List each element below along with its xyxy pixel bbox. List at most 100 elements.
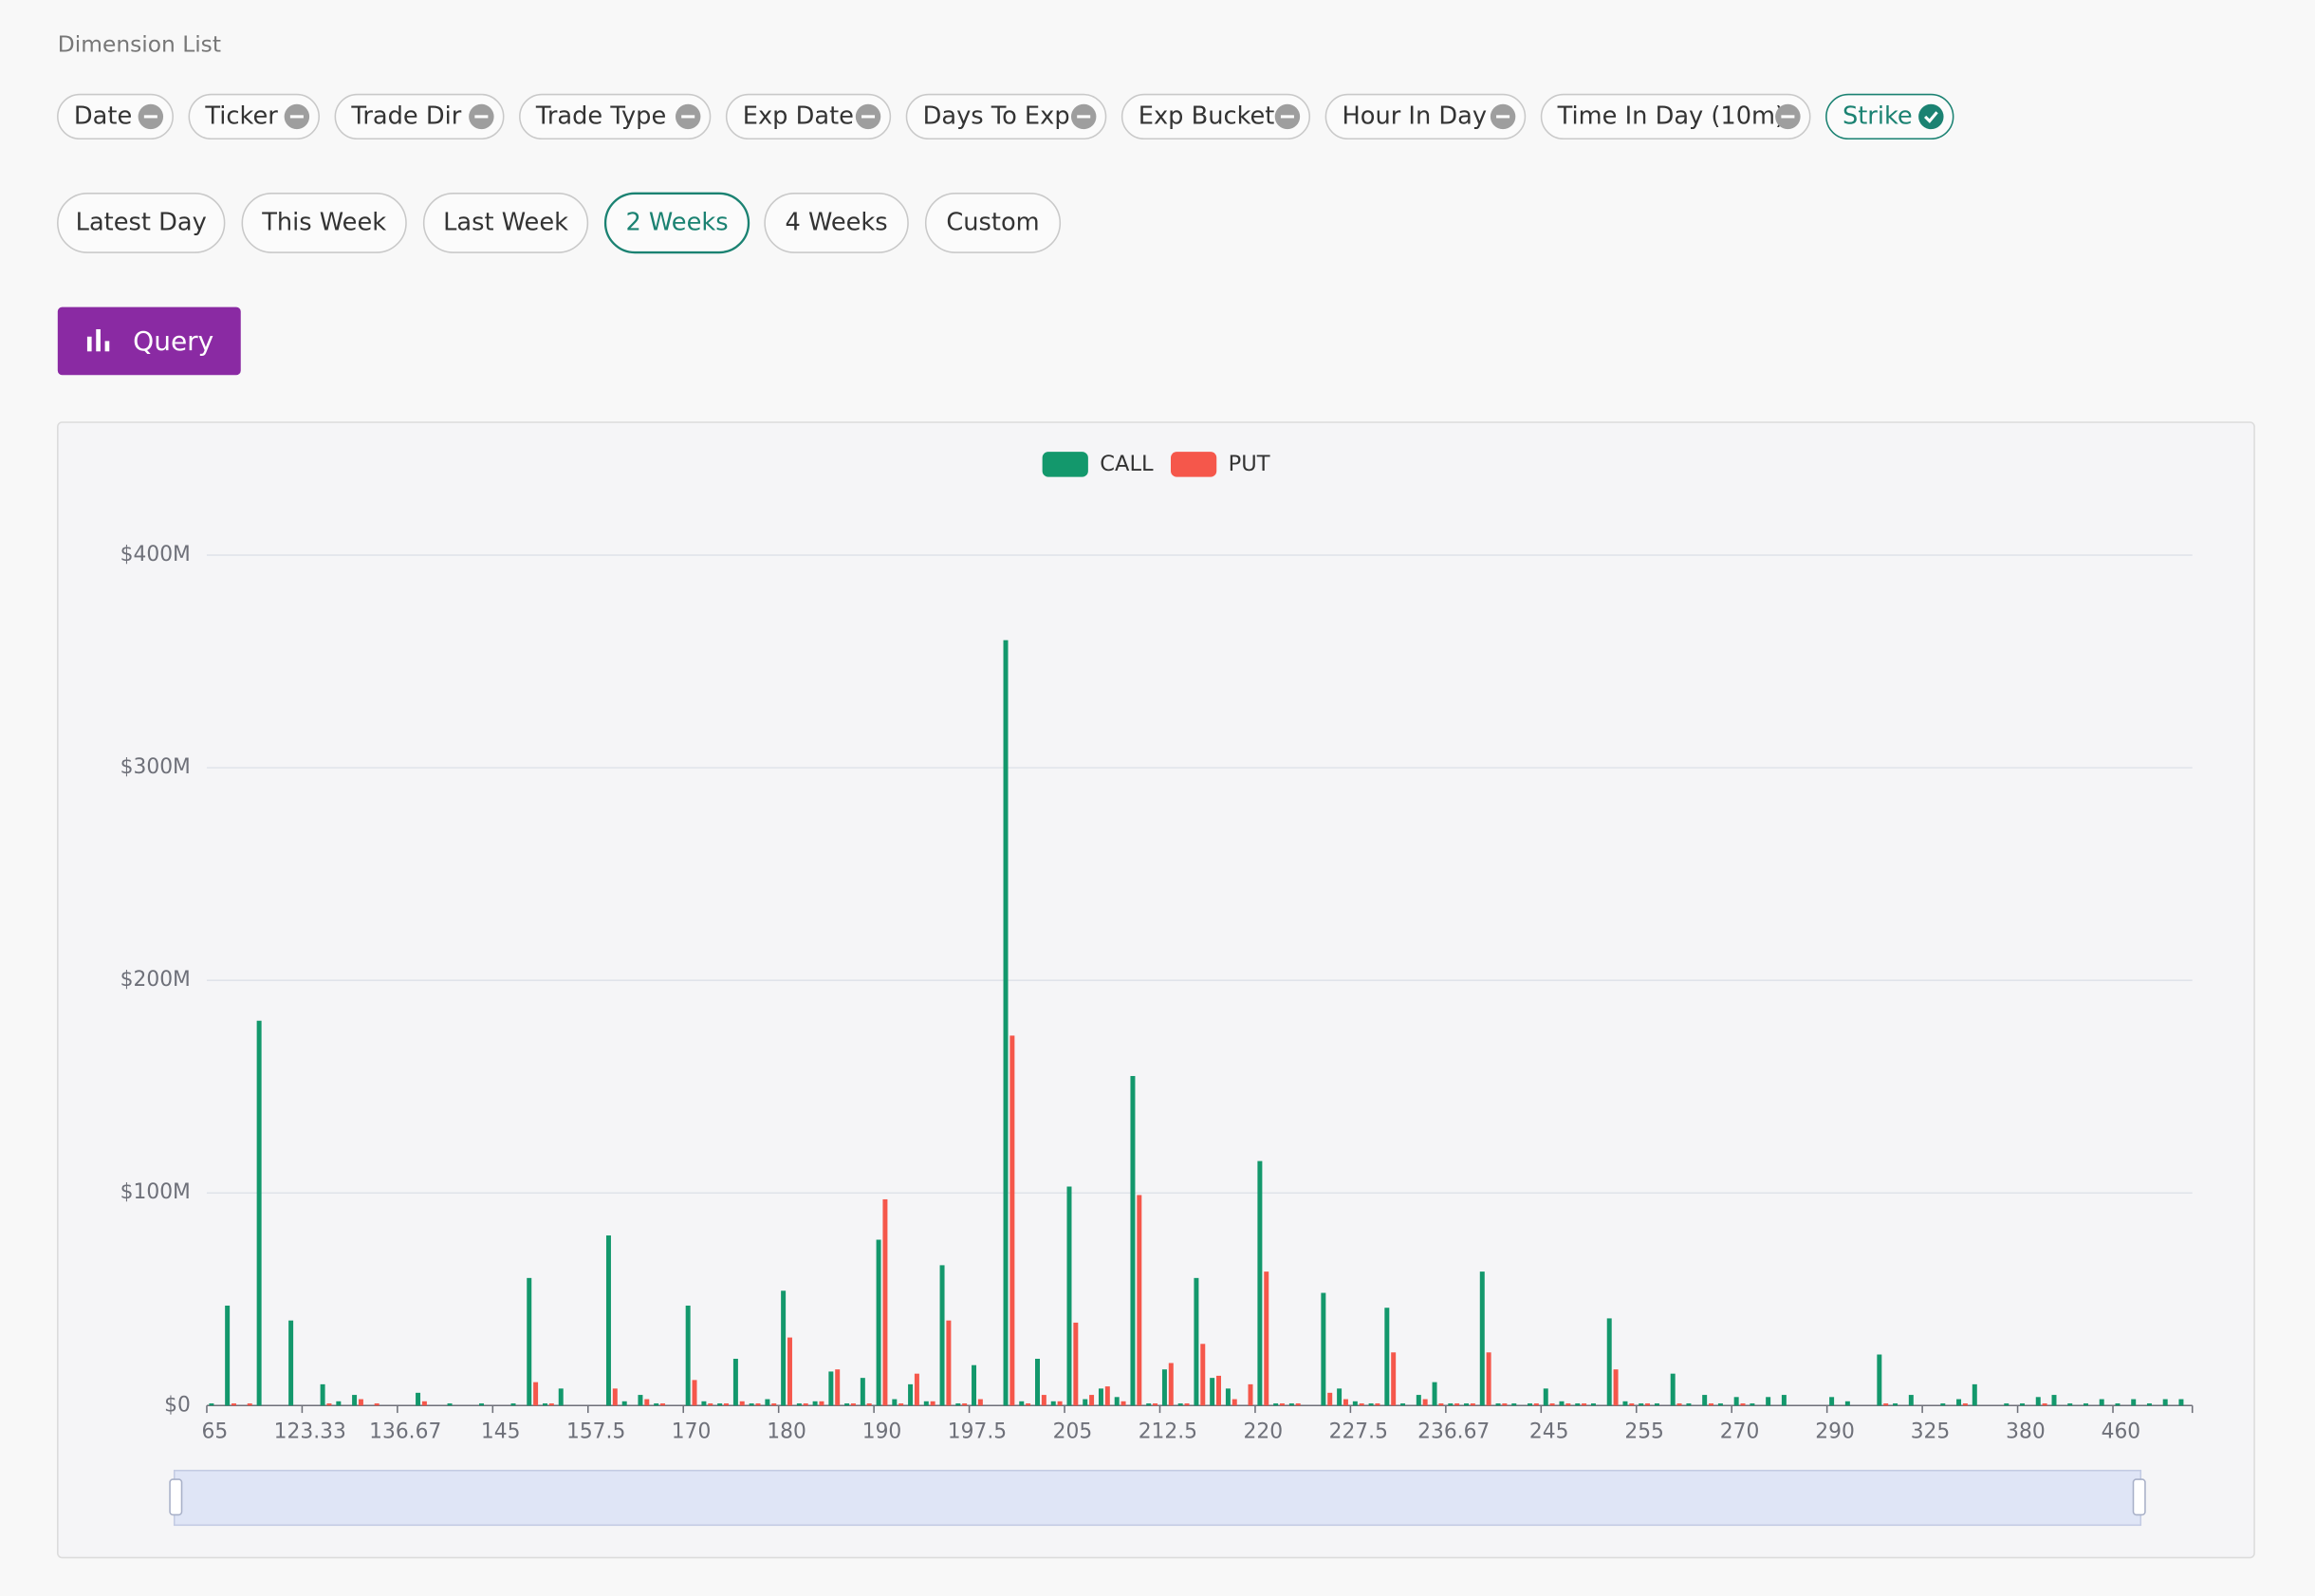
bar[interactable] bbox=[749, 1403, 754, 1406]
bar[interactable] bbox=[1041, 1395, 1046, 1406]
bar[interactable] bbox=[326, 1403, 332, 1406]
bar[interactable] bbox=[1098, 1388, 1103, 1406]
bar[interactable] bbox=[1114, 1397, 1120, 1406]
bar[interactable] bbox=[1528, 1403, 1532, 1406]
bar[interactable] bbox=[1391, 1352, 1397, 1406]
chip-label[interactable]: Custom bbox=[946, 208, 1039, 236]
bar[interactable] bbox=[708, 1403, 713, 1406]
bar[interactable] bbox=[724, 1403, 729, 1406]
chip-bg[interactable] bbox=[1825, 93, 1954, 140]
chip-bg[interactable] bbox=[188, 93, 320, 140]
bar[interactable] bbox=[972, 1364, 977, 1406]
bar[interactable] bbox=[1740, 1403, 1746, 1406]
bar[interactable] bbox=[1153, 1403, 1158, 1406]
bar[interactable] bbox=[1368, 1403, 1374, 1406]
bar[interactable] bbox=[1279, 1403, 1285, 1406]
chip-bg[interactable] bbox=[725, 93, 892, 140]
bar[interactable] bbox=[914, 1373, 919, 1406]
bar[interactable] bbox=[1717, 1403, 1723, 1406]
bar[interactable] bbox=[1019, 1401, 1025, 1406]
bar[interactable] bbox=[543, 1403, 547, 1406]
bar[interactable] bbox=[1956, 1399, 1962, 1406]
dimension-chip[interactable]: Ticker bbox=[188, 93, 320, 140]
bar[interactable] bbox=[1210, 1378, 1215, 1406]
bar[interactable] bbox=[930, 1401, 935, 1406]
bar[interactable] bbox=[1359, 1403, 1364, 1406]
bar[interactable] bbox=[1622, 1401, 1628, 1406]
chip-bg[interactable] bbox=[519, 93, 712, 140]
bar[interactable] bbox=[1686, 1403, 1692, 1406]
zoom-handle[interactable] bbox=[169, 1478, 183, 1516]
bar[interactable] bbox=[336, 1401, 342, 1406]
bar[interactable] bbox=[2035, 1397, 2041, 1406]
bar[interactable] bbox=[2099, 1399, 2104, 1406]
bar[interactable] bbox=[1146, 1403, 1152, 1406]
bar[interactable] bbox=[2004, 1403, 2009, 1406]
bar[interactable] bbox=[1543, 1388, 1548, 1406]
bar[interactable] bbox=[1177, 1403, 1183, 1406]
bar[interactable] bbox=[781, 1290, 787, 1406]
bar[interactable] bbox=[1083, 1399, 1088, 1406]
bar[interactable] bbox=[352, 1395, 358, 1406]
bar[interactable] bbox=[2162, 1399, 2168, 1406]
bar[interactable] bbox=[787, 1337, 792, 1406]
time-range-chip[interactable]: Last Week bbox=[422, 193, 589, 253]
bar[interactable] bbox=[796, 1403, 802, 1406]
bar[interactable] bbox=[977, 1399, 983, 1406]
bar[interactable] bbox=[1089, 1395, 1095, 1406]
query-button[interactable]: Query bbox=[57, 306, 241, 376]
dimension-chip[interactable]: Strike bbox=[1825, 93, 1954, 140]
bar[interactable] bbox=[701, 1401, 707, 1406]
chip-bg[interactable] bbox=[603, 192, 750, 254]
chip-bg[interactable] bbox=[1120, 93, 1311, 140]
bar[interactable] bbox=[1184, 1403, 1190, 1406]
chip-label[interactable]: Trade Dir bbox=[350, 102, 461, 130]
zoom-slider[interactable] bbox=[173, 1469, 2142, 1527]
query-button-bg[interactable] bbox=[57, 306, 241, 376]
chip-bg[interactable] bbox=[241, 193, 407, 253]
legend-swatch[interactable] bbox=[1042, 452, 1088, 477]
bar[interactable] bbox=[1225, 1388, 1231, 1406]
bar[interactable] bbox=[644, 1399, 650, 1406]
chip-label[interactable]: Days To Exp bbox=[923, 102, 1070, 130]
bar[interactable] bbox=[1232, 1399, 1237, 1406]
bar[interactable] bbox=[1264, 1271, 1269, 1406]
bar[interactable] bbox=[1645, 1403, 1651, 1406]
bar[interactable] bbox=[1549, 1403, 1555, 1406]
bar[interactable] bbox=[1432, 1382, 1437, 1406]
bar[interactable] bbox=[1248, 1383, 1253, 1406]
bar[interactable] bbox=[288, 1320, 294, 1406]
chip-label[interactable]: This Week bbox=[261, 208, 386, 236]
bar[interactable] bbox=[1829, 1397, 1835, 1406]
bar[interactable] bbox=[1670, 1373, 1676, 1406]
bar[interactable] bbox=[2042, 1403, 2047, 1406]
bar[interactable] bbox=[1422, 1399, 1428, 1406]
time-range-chip[interactable]: Latest Day bbox=[57, 193, 226, 253]
bar[interactable] bbox=[844, 1403, 850, 1406]
chip-label[interactable]: Strike bbox=[1843, 102, 1913, 130]
bar[interactable] bbox=[1057, 1401, 1063, 1406]
bar[interactable] bbox=[2067, 1403, 2073, 1406]
bar[interactable] bbox=[654, 1403, 659, 1406]
legend-swatch[interactable] bbox=[1171, 452, 1217, 477]
bar[interactable] bbox=[1575, 1403, 1581, 1406]
chip-bg[interactable] bbox=[334, 93, 505, 140]
dimension-chip[interactable]: Trade Dir bbox=[334, 93, 505, 140]
bar[interactable] bbox=[1940, 1403, 1946, 1406]
bar[interactable] bbox=[828, 1371, 834, 1406]
chip-label[interactable]: Trade Type bbox=[535, 102, 666, 130]
bar[interactable] bbox=[1327, 1392, 1333, 1406]
bar[interactable] bbox=[1009, 1035, 1015, 1406]
bar[interactable] bbox=[527, 1277, 532, 1406]
bar[interactable] bbox=[1073, 1322, 1079, 1406]
bar[interactable] bbox=[1337, 1388, 1343, 1406]
chip-label[interactable]: Last Week bbox=[443, 208, 568, 236]
bar[interactable] bbox=[1216, 1375, 1221, 1406]
dimension-chip[interactable]: Hour In Day bbox=[1324, 93, 1527, 140]
chip-bg[interactable] bbox=[1324, 93, 1527, 140]
bar[interactable] bbox=[1257, 1160, 1263, 1406]
bar[interactable] bbox=[1511, 1403, 1517, 1406]
bar[interactable] bbox=[1844, 1401, 1850, 1406]
chip-label[interactable]: Ticker bbox=[204, 102, 278, 130]
bar[interactable] bbox=[1352, 1401, 1358, 1406]
